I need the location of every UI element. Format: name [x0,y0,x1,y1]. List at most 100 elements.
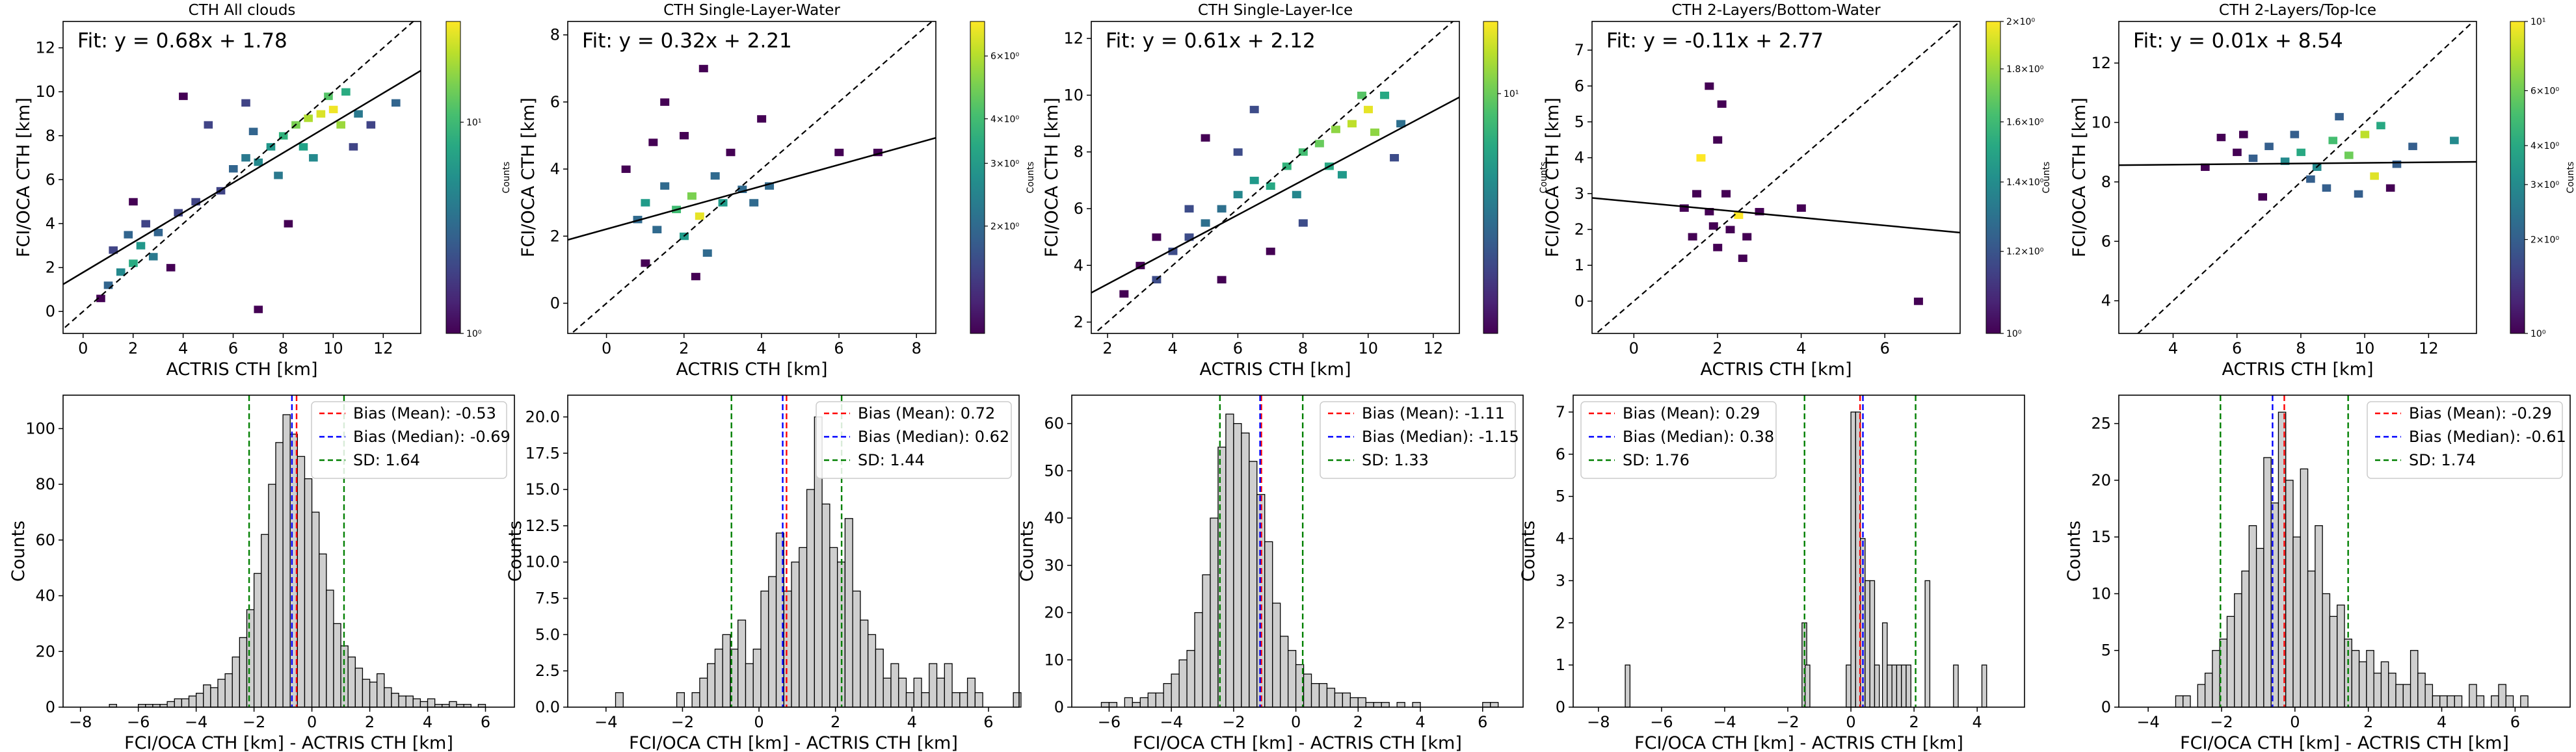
histogram-bar [1846,664,1852,708]
x-axis-label: ACTRIS CTH [km] [1700,359,1852,380]
histogram-bar [253,573,262,708]
histogram-bar [384,687,392,708]
histogram-bar [1264,541,1273,708]
heatmap-cell [1152,233,1162,241]
x-tick-label: −4 [2136,713,2159,731]
y-tick-label: 7.5 [535,590,560,608]
colorbar-tick-label: 4×10⁰ [990,114,1019,125]
colorbar-tick-label: 2×10⁰ [2006,17,2035,27]
x-axis-label: FCI/OCA CTH [km] - ACTRIS CTH [km] [629,733,958,752]
heatmap-cell [1184,205,1194,213]
heatmap-cell [1796,204,1806,212]
y-tick-label: 10 [35,83,55,101]
panel-title: CTH Single-Layer-Water [663,2,840,19]
one-to-one-line [1595,21,1960,333]
y-tick-label: 6 [1574,77,1584,95]
y-tick-label: 12 [2091,54,2111,72]
heatmap-cell [1734,211,1744,219]
y-tick-label: 5.0 [535,625,560,643]
histogram-bar [1874,664,1880,708]
y-tick-label: 8 [46,127,55,145]
x-tick-label: 2 [679,339,689,357]
histogram-bar [2226,616,2235,708]
panel-title: CTH 2-Layers/Bottom-Water [1671,2,1881,19]
plot-frame [1071,395,1524,708]
x-tick-label: 0 [1846,713,1855,731]
x-axis-label: ACTRIS CTH [km] [166,359,317,380]
histogram-bar [944,663,953,708]
heatmap-cell [1298,148,1308,156]
x-tick-label: 4 [756,339,766,357]
y-tick-label: 2 [1074,313,1083,331]
x-tick-label: −6 [127,713,150,731]
colorbar-tick-label: 3×10⁰ [2530,180,2559,190]
heatmap-cell [1357,92,1366,99]
heatmap-cell [1705,82,1714,90]
heatmap-cell [2376,122,2385,129]
histogram-bar [921,692,930,708]
heatmap-cell [241,99,250,107]
x-tick-label: 2 [1712,339,1722,357]
heatmap-cell [248,127,258,135]
heatmap-cell [284,220,293,227]
colorbar-label: Counts [1539,162,1549,194]
histogram-bar [1241,432,1250,708]
histogram-bar [783,590,792,708]
x-tick-label: −4 [185,713,207,731]
x-tick-label: 4 [423,713,432,731]
histogram-bar [174,698,183,708]
heatmap-cell [695,212,704,220]
heatmap-cell [1249,105,1259,114]
fit-label: Fit: y = 0.61x + 2.12 [1106,29,1316,53]
plot-area [1091,21,1459,333]
histogram-bar [347,656,356,708]
x-axis-label: FCI/OCA CTH [km] - ACTRIS CTH [km] [1133,733,1462,752]
x-tick-label: 4 [2437,713,2447,731]
y-tick-label: 5 [1556,487,1565,506]
histogram-bar [391,692,399,708]
heatmap-cell [737,185,747,194]
histogram-bar [1334,692,1344,708]
y-tick-label: 5 [1574,112,1584,131]
histogram-bar [1147,692,1156,708]
legend: Bias (Mean): 0.72 Bias (Median): 0.62 SD: … [816,401,1012,479]
colorbar [1985,21,2001,334]
histogram-panel-2: −4 −2 0 2 4 6 0.0 2.5 5.0 7.5 10.0 12.5 15.0 17.5 20.0… [505,395,1022,752]
heatmap-cell [274,172,283,179]
histogram-bar [1108,702,1118,708]
x-tick-label: −6 [1650,713,1673,731]
heatmap-cell [1217,205,1227,213]
histogram-bar [1342,692,1351,708]
y-tick-label: 20 [1044,604,1064,622]
histogram-bar [2469,684,2477,708]
heatmap-cell [1705,207,1714,216]
histogram-bar [959,692,968,708]
heatmap-cell [1233,148,1243,156]
x-tick-label: 10 [323,339,343,357]
histogram-bar [224,673,233,708]
histogram-bar [166,701,175,708]
heatmap-cell [254,158,263,166]
histogram-bar [905,692,914,708]
heatmap-cell [1738,254,1747,263]
x-tick-label: 0 [1291,713,1301,731]
heatmap-cell [1725,226,1735,233]
heatmap-cell [1168,248,1178,255]
panel-title: CTH All clouds [189,2,296,19]
y-tick-label: 12 [35,39,55,57]
histogram-bar [2315,525,2323,708]
histogram-bar [860,619,869,708]
histogram-bar [1805,664,1811,708]
heatmap-cell [2201,163,2210,171]
y-tick-label: 0 [550,294,560,313]
histogram-bar [369,681,378,708]
histogram-bar [1412,702,1421,708]
colorbar [2510,21,2525,334]
y-tick-label: 3 [1556,571,1565,590]
histogram-bar [1490,702,1499,708]
y-axis-label: FCI/OCA CTH [km] [14,97,34,257]
x-tick-label: −2 [1776,713,1799,731]
x-tick-label: −2 [671,713,694,731]
heatmap-cell [2344,151,2354,159]
